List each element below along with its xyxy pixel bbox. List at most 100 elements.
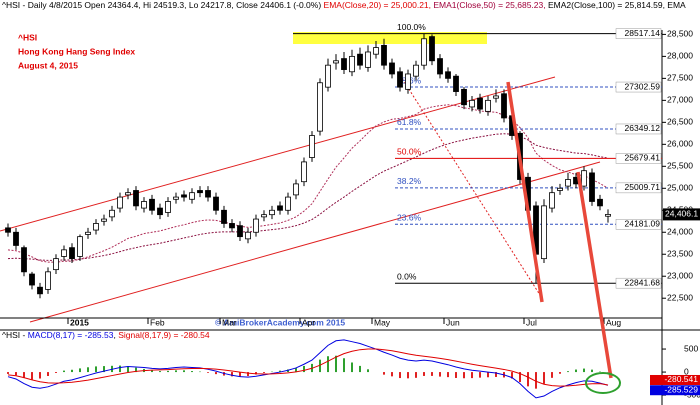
y-tick-label: 500 <box>684 343 698 353</box>
fib-value-box <box>615 219 662 230</box>
histogram-bar <box>287 369 289 373</box>
histogram-bar <box>543 372 545 384</box>
candle-body <box>205 190 211 198</box>
header-part: MACD(8,17) = -285.53 <box>28 330 114 340</box>
histogram-bar <box>103 366 105 373</box>
histogram-bar <box>263 372 265 373</box>
histogram-bar <box>511 372 513 379</box>
histogram-bar <box>7 372 9 374</box>
histogram-bar <box>151 370 153 373</box>
candle-body <box>221 209 227 224</box>
fib-label: 0.0% <box>397 271 417 281</box>
candle-body <box>21 247 27 273</box>
arrow <box>576 171 613 379</box>
candle-body <box>333 60 339 64</box>
histogram-bar <box>399 372 401 379</box>
fib-value: 22841.68 <box>625 277 661 287</box>
highlight <box>293 32 487 44</box>
header-part: ^HSI - <box>2 330 28 340</box>
candle-body <box>61 249 67 257</box>
candle-body <box>301 161 307 183</box>
candle-body <box>197 190 203 194</box>
histogram-bar <box>87 367 89 373</box>
histogram-bar <box>55 372 57 373</box>
histogram-bar <box>127 366 129 373</box>
candle-body <box>453 75 459 92</box>
candle-body <box>293 183 299 196</box>
candle-body <box>85 231 91 235</box>
candle-body <box>117 196 123 209</box>
candle-body <box>413 64 419 77</box>
candle-body <box>477 97 483 110</box>
value-box <box>650 374 700 385</box>
histogram-bar <box>95 366 97 373</box>
value-box-label: -285.529 <box>664 384 698 394</box>
candle-body <box>445 71 451 79</box>
candle-body <box>269 209 275 216</box>
candle-body <box>157 207 163 216</box>
histogram-bar <box>391 372 393 377</box>
candle-body <box>429 36 435 62</box>
histogram-bar <box>247 372 249 377</box>
candle-body <box>605 214 611 217</box>
candle-body <box>5 227 11 233</box>
fib-value-box <box>615 182 662 194</box>
candle-body <box>541 205 547 260</box>
candle-body <box>125 192 131 196</box>
candle-body <box>285 196 291 211</box>
panel-header: ^HSI - MACD(8,17) = -285.53, Signal(8,17… <box>2 330 210 340</box>
histogram-bar <box>231 372 233 377</box>
histogram-bar <box>583 368 585 373</box>
histogram-bar <box>159 371 161 373</box>
candle-body <box>317 82 323 132</box>
histogram-bar <box>135 367 137 373</box>
histogram-bar <box>463 372 465 379</box>
histogram-bar <box>535 372 537 389</box>
candle-body <box>53 258 59 271</box>
fib-value-box <box>615 81 662 93</box>
histogram-bar <box>455 372 457 378</box>
candle-body <box>109 209 115 218</box>
histogram-bar <box>495 372 497 377</box>
histogram-bar <box>423 372 425 376</box>
y-tick-label: 23,500 <box>667 248 693 258</box>
candle-body <box>501 93 507 119</box>
header-part: EMA(Close,20) = 25,000.21, <box>324 0 434 10</box>
y-tick-label: 28,000 <box>667 51 693 61</box>
candle-body <box>581 170 587 187</box>
histogram-bar <box>119 365 121 373</box>
candle-body <box>589 172 595 202</box>
candle-body <box>469 99 475 108</box>
histogram-bar <box>63 370 65 373</box>
diagonal-line <box>397 71 541 296</box>
histogram-bar <box>415 372 417 378</box>
fib-label: 50.0% <box>397 147 422 157</box>
candle-body <box>141 201 147 209</box>
fib-value: 27302.59 <box>625 81 661 91</box>
y-tick-label: 27,000 <box>667 95 693 105</box>
histogram-bar <box>279 370 281 373</box>
candle-body <box>341 58 347 70</box>
x-tick-label: May <box>374 317 391 327</box>
histogram-bar <box>471 372 473 379</box>
candle-body <box>165 201 171 213</box>
histogram-bar <box>167 370 169 373</box>
channel-line <box>29 161 601 323</box>
histogram-bar <box>47 372 49 376</box>
x-tick-label: Feb <box>150 317 165 327</box>
candle-body <box>277 205 283 211</box>
fib-value: 25009.71 <box>625 182 661 192</box>
histogram-bar <box>207 372 209 373</box>
candle-body <box>597 198 603 207</box>
panel-header: ^HSI - Daily 4/8/2015 Open 24364.4, Hi 2… <box>2 0 686 10</box>
candle-body <box>77 236 83 257</box>
histogram-bar <box>591 369 593 373</box>
histogram-bar <box>359 365 361 373</box>
x-tick-label: Apr <box>302 317 315 327</box>
candle-body <box>365 51 371 68</box>
x-tick-label: Jun <box>446 317 460 327</box>
fib-value: 26349.12 <box>625 123 661 133</box>
header-part: EMA1(Close,50) = 25,685.23, <box>433 0 548 10</box>
histogram-bar <box>431 372 433 376</box>
